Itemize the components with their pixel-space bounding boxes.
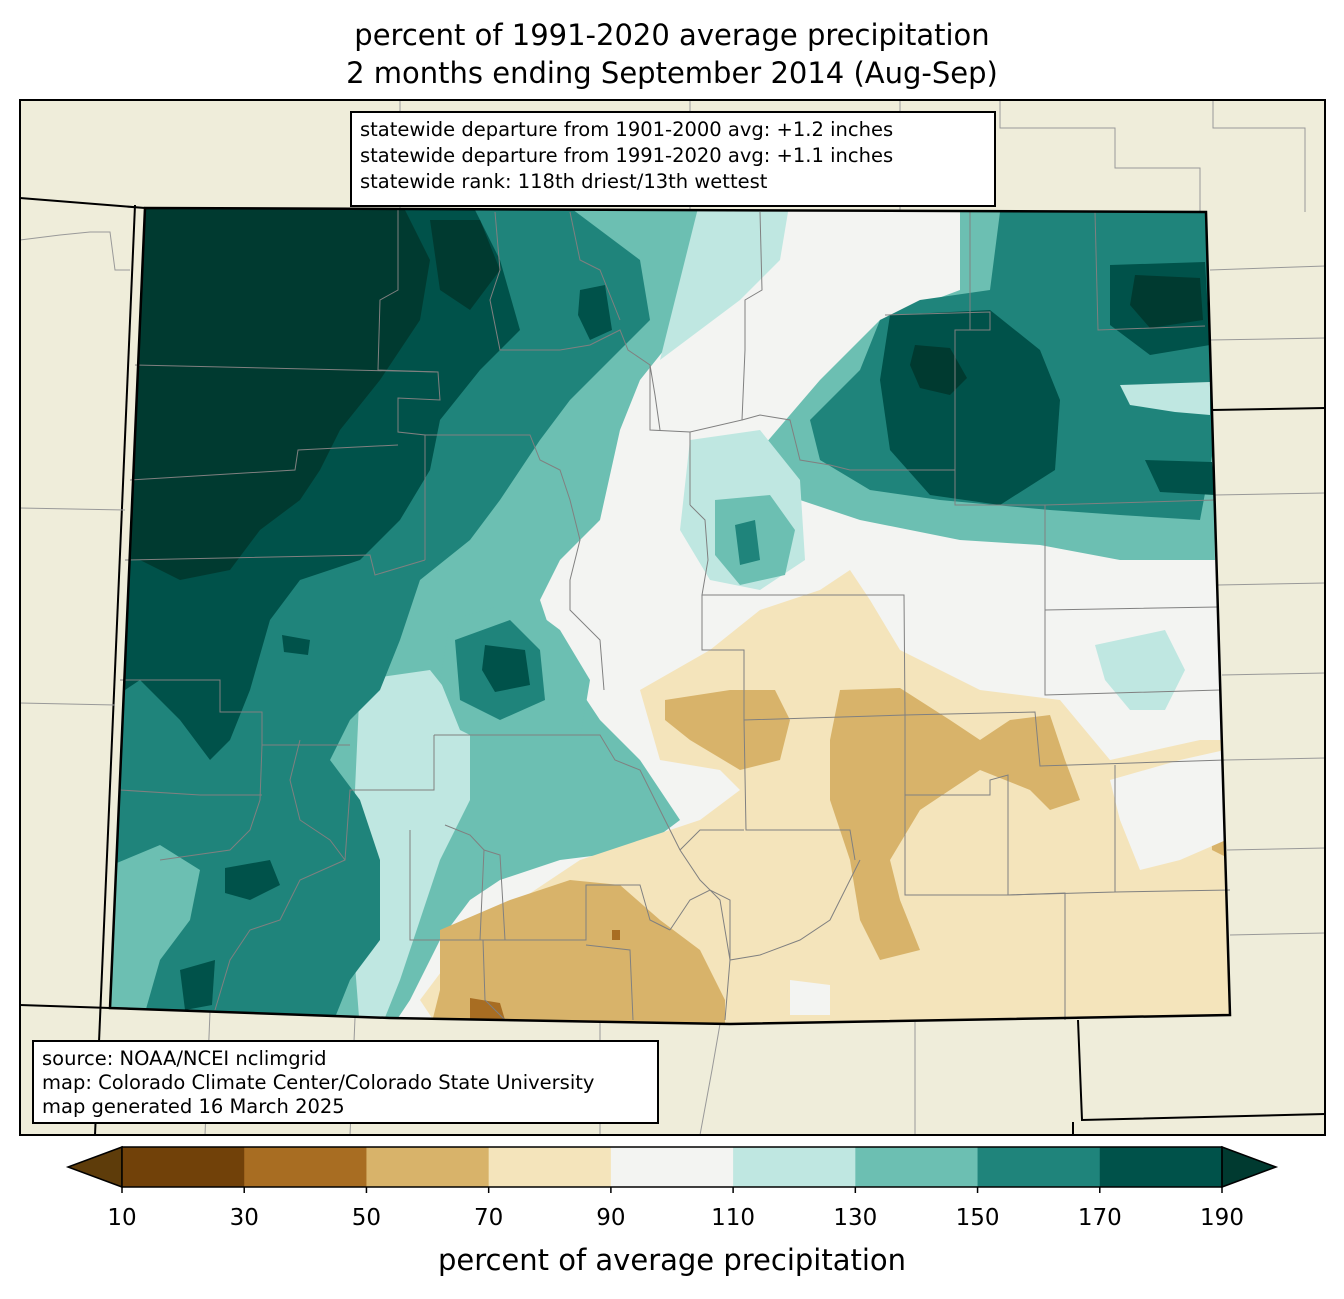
colorbar-tick-label: 130	[833, 1205, 878, 1231]
colorbar-tick-label: 10	[107, 1205, 137, 1231]
statewide-departure-1991: statewide departure from 1991-2020 avg: …	[360, 144, 894, 167]
map-credit-line: map: Colorado Climate Center/Colorado St…	[42, 1071, 595, 1094]
source-line: source: NOAA/NCEI nclimgrid	[42, 1047, 327, 1070]
generated-date-line: map generated 16 March 2025	[42, 1095, 345, 1118]
colorado-precip-field	[110, 208, 1230, 1024]
source-box: source: NOAA/NCEI nclimgrid map: Colorad…	[32, 1040, 659, 1124]
statewide-rank: statewide rank: 118th driest/13th wettes…	[360, 170, 768, 193]
colorbar-tick-label: 70	[474, 1205, 504, 1231]
colorbar-tick-label: 110	[711, 1205, 756, 1231]
colorbar-label: percent of average precipitation	[437, 1243, 907, 1277]
colorado-state-border	[108, 206, 1232, 1026]
colorbar-tick-label: 30	[229, 1205, 259, 1231]
neighbor-state-borders	[19, 197, 1326, 1136]
map-title-line2: 2 months ending September 2014 (Aug-Sep)	[346, 56, 998, 90]
colorbar-tick-label: 90	[596, 1205, 626, 1231]
statewide-stats-box: statewide departure from 1901-2000 avg: …	[350, 111, 996, 207]
statewide-departure-1901: statewide departure from 1901-2000 avg: …	[360, 118, 894, 141]
colorado-county-lines	[119, 210, 1231, 1021]
colorbar-tick-label: 170	[1077, 1205, 1122, 1231]
colorbar-tick-label: 150	[955, 1205, 1000, 1231]
map-title-line1: percent of 1991-2020 average precipitati…	[354, 18, 990, 52]
colorbar-tick-label: 50	[351, 1205, 382, 1231]
map-frame	[19, 99, 1326, 1136]
colorbar-tick-label: 190	[1200, 1205, 1244, 1231]
